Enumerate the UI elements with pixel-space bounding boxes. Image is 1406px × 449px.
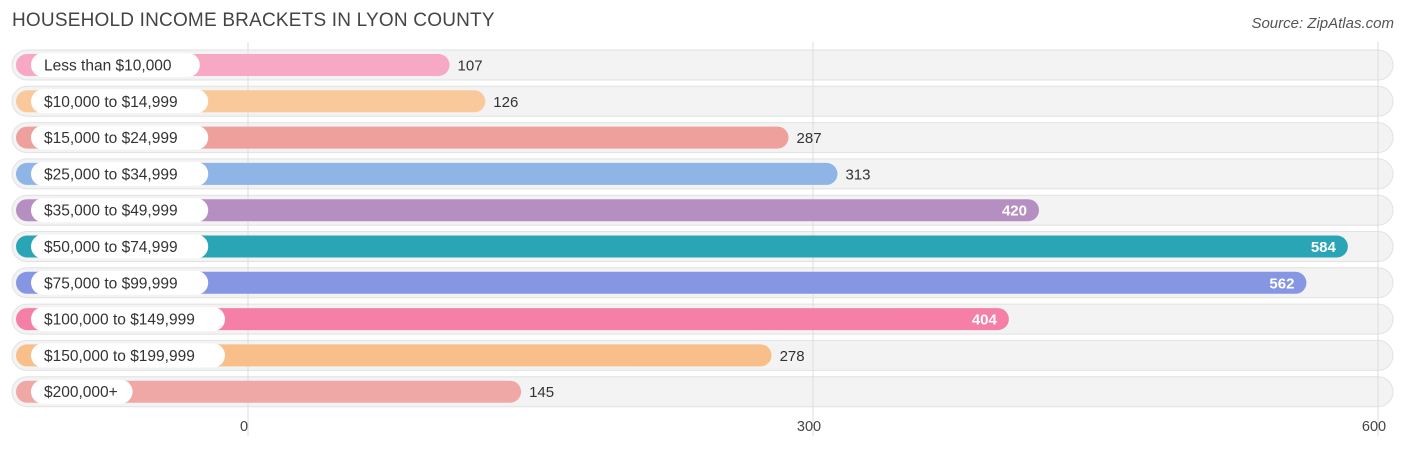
bar xyxy=(16,199,1039,222)
bar xyxy=(16,126,789,149)
category-label: $100,000 to $149,999 xyxy=(44,312,195,329)
category-label-pill xyxy=(31,161,209,186)
value-label: 278 xyxy=(780,348,805,365)
value-label: 584 xyxy=(1311,239,1337,256)
category-label-pill xyxy=(31,53,200,77)
value-label: 145 xyxy=(529,384,554,401)
bar xyxy=(16,380,522,403)
category-label: $200,000+ xyxy=(44,384,118,401)
value-label: 562 xyxy=(1269,275,1294,292)
bar xyxy=(16,235,1348,258)
category-label-pill xyxy=(31,307,225,332)
category-label: $50,000 to $74,999 xyxy=(44,239,178,256)
chart-source: Source: ZipAtlas.com xyxy=(1251,15,1394,32)
value-label: 313 xyxy=(845,166,870,183)
value-label: 404 xyxy=(972,312,998,329)
category-label-pill xyxy=(31,270,209,295)
bar xyxy=(16,271,1307,294)
category-label: $15,000 to $24,999 xyxy=(44,130,178,147)
category-label-pill xyxy=(31,343,225,368)
category-label: $10,000 to $14,999 xyxy=(44,94,178,111)
chart-title: HOUSEHOLD INCOME BRACKETS IN LYON COUNTY xyxy=(12,10,495,31)
category-label-pill xyxy=(31,379,133,404)
category-label-pill xyxy=(31,198,209,223)
category-label: $75,000 to $99,999 xyxy=(44,275,178,292)
x-tick-label: 300 xyxy=(797,419,821,435)
category-label: Less than $10,000 xyxy=(44,58,172,75)
category-label-pill xyxy=(31,234,209,259)
value-label: 287 xyxy=(797,130,822,147)
category-label: $35,000 to $49,999 xyxy=(44,203,178,220)
category-label-pill xyxy=(31,125,209,150)
category-label: $150,000 to $199,999 xyxy=(44,348,195,365)
x-tick-label: 0 xyxy=(240,419,248,435)
value-label: 420 xyxy=(1002,203,1027,220)
value-label: 107 xyxy=(458,58,483,75)
bar xyxy=(16,308,1009,331)
x-tick-label: 600 xyxy=(1362,419,1386,435)
category-label-pill xyxy=(31,89,209,114)
value-label: 126 xyxy=(493,94,518,111)
category-label: $25,000 to $34,999 xyxy=(44,166,178,183)
bar xyxy=(16,162,838,185)
